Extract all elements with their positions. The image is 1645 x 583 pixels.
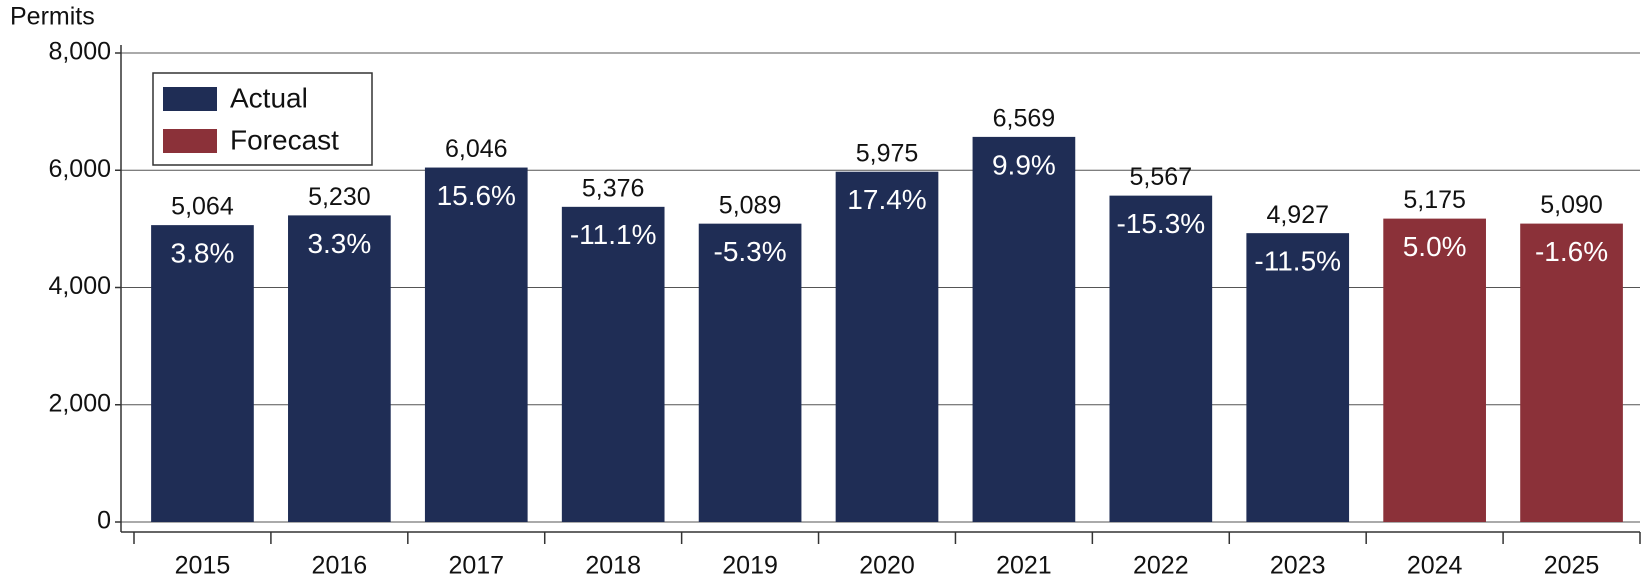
y-tick-label: 0 — [97, 507, 111, 535]
y-tick-label: 2,000 — [48, 389, 111, 417]
y-axis-title: Permits — [10, 3, 95, 31]
bar — [835, 171, 939, 522]
x-tick-label: 2019 — [722, 552, 778, 580]
value-label: 5,376 — [582, 174, 645, 202]
value-label: 5,230 — [308, 183, 371, 211]
x-tick-label: 2025 — [1544, 552, 1600, 580]
bar — [151, 225, 254, 523]
bar — [1246, 233, 1350, 522]
y-tick-label: 6,000 — [48, 155, 111, 183]
legend-swatch — [163, 129, 217, 153]
value-label: 5,567 — [1130, 163, 1193, 191]
bar — [561, 206, 665, 522]
growth-label: 9.9% — [992, 149, 1056, 180]
growth-label: 17.4% — [847, 184, 926, 215]
growth-label: 15.6% — [437, 180, 516, 211]
x-tick-label: 2020 — [859, 552, 915, 580]
bar — [698, 223, 802, 522]
x-tick-label: 2023 — [1270, 552, 1326, 580]
x-tick-label: 2022 — [1133, 552, 1189, 580]
x-tick-label: 2015 — [175, 552, 231, 580]
bar — [288, 215, 391, 523]
growth-label: -1.6% — [1535, 236, 1608, 267]
x-tick-label: 2021 — [996, 552, 1052, 580]
y-tick-label: 4,000 — [48, 272, 111, 300]
x-tick-label: 2016 — [312, 552, 368, 580]
legend-label: Actual — [230, 82, 308, 113]
value-label: 6,046 — [445, 135, 508, 163]
legend-label: Forecast — [230, 124, 339, 155]
value-label: 5,975 — [856, 139, 919, 167]
growth-label: 3.8% — [171, 238, 235, 269]
growth-label: 3.3% — [307, 228, 371, 259]
x-tick-label: 2018 — [585, 552, 641, 580]
growth-label: -11.1% — [570, 219, 657, 250]
value-label: 4,927 — [1266, 201, 1329, 229]
bar — [1383, 218, 1486, 522]
bar — [1109, 195, 1213, 522]
value-label: 6,569 — [993, 105, 1056, 133]
bar — [424, 167, 528, 522]
value-label: 5,064 — [171, 193, 234, 221]
value-label: 5,089 — [719, 191, 782, 219]
bar — [1520, 223, 1623, 522]
growth-label: 5.0% — [1403, 231, 1467, 262]
bar — [972, 136, 1076, 522]
value-label: 5,175 — [1403, 186, 1466, 214]
growth-label: -5.3% — [714, 236, 787, 267]
x-tick-label: 2017 — [448, 552, 504, 580]
growth-label: -15.3% — [1116, 208, 1205, 239]
y-tick-label: 8,000 — [48, 38, 111, 66]
x-tick-label: 2024 — [1407, 552, 1463, 580]
value-label: 5,090 — [1540, 191, 1603, 219]
legend-swatch — [163, 87, 217, 111]
growth-label: -11.5% — [1254, 246, 1341, 277]
